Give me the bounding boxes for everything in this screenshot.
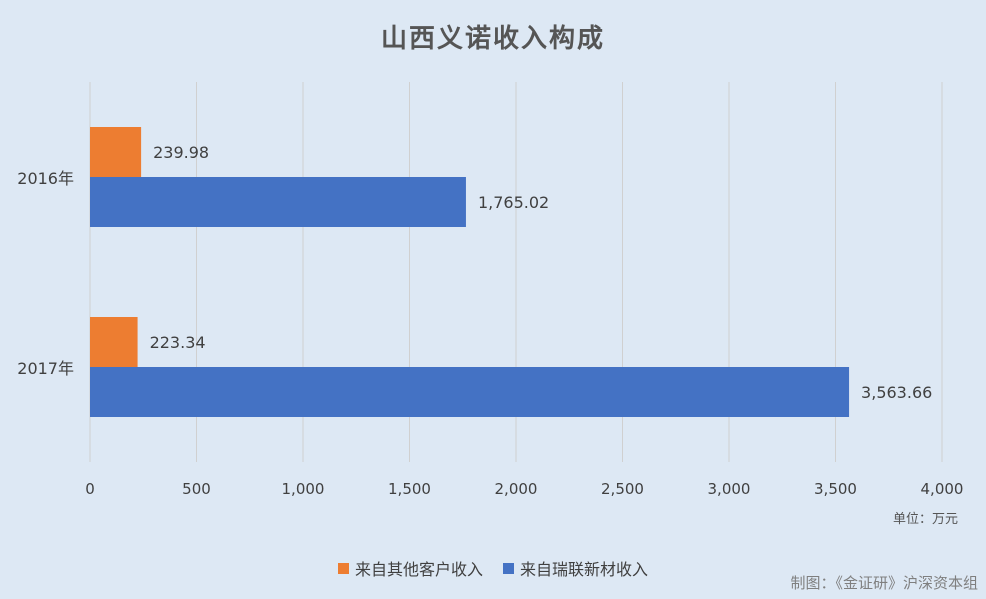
x-tick-label: 2,000 — [495, 480, 538, 498]
bar — [90, 127, 142, 177]
x-tick-label: 2,500 — [601, 480, 644, 498]
chart-title: 山西义诺收入构成 — [380, 24, 605, 54]
legend-item-other-customers: 来自其他客户收入 — [337, 556, 483, 580]
x-tick-label: 0 — [85, 480, 95, 498]
bar — [90, 317, 138, 367]
legend-swatch-ruilian — [503, 562, 514, 574]
bar — [90, 177, 466, 227]
unit-label: 单位：万元 — [892, 512, 958, 527]
data-label: 3,563.66 — [861, 383, 932, 402]
x-tick-label: 1,500 — [388, 480, 431, 498]
legend-item-ruilian: 来自瑞联新材收入 — [503, 556, 648, 580]
legend-label-ruilian: 来自瑞联新材收入 — [520, 560, 649, 579]
bar — [90, 367, 850, 417]
credit-text: 制图：《金证研》沪深资本组 — [790, 574, 978, 592]
x-tick-label: 3,500 — [814, 480, 857, 498]
y-category-label: 2016年 — [17, 169, 74, 188]
data-label: 223.34 — [150, 333, 206, 352]
x-tick-label: 3,000 — [708, 480, 751, 498]
x-tick-label: 1,000 — [282, 480, 325, 498]
legend-label-other-customers: 来自其他客户收入 — [354, 560, 483, 579]
y-category-label: 2017年 — [17, 359, 74, 378]
data-label: 239.98 — [153, 143, 209, 162]
x-tick-label: 4,000 — [921, 480, 964, 498]
legend-swatch-other-customers — [337, 562, 349, 574]
x-tick-label: 500 — [182, 480, 211, 498]
legend: 来自其他客户收入 来自瑞联新材收入 — [0, 556, 986, 580]
data-label: 1,765.02 — [478, 193, 549, 212]
